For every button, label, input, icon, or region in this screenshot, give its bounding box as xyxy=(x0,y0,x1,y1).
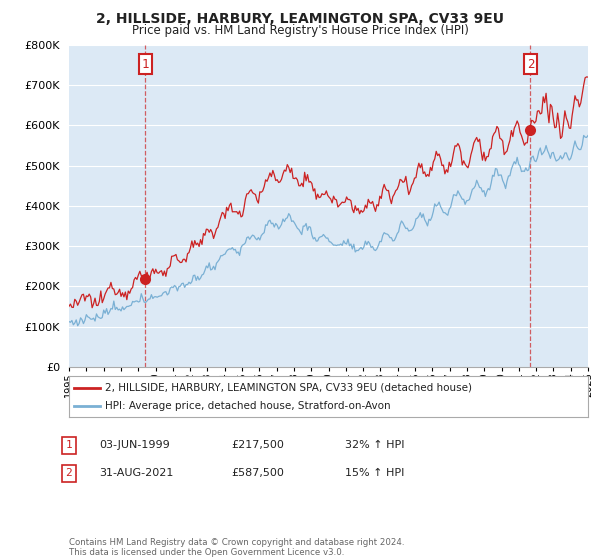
Text: HPI: Average price, detached house, Stratford-on-Avon: HPI: Average price, detached house, Stra… xyxy=(106,401,391,410)
Text: 2, HILLSIDE, HARBURY, LEAMINGTON SPA, CV33 9EU: 2, HILLSIDE, HARBURY, LEAMINGTON SPA, CV… xyxy=(96,12,504,26)
Text: 15% ↑ HPI: 15% ↑ HPI xyxy=(345,468,404,478)
Text: 1: 1 xyxy=(65,440,73,450)
Text: 2, HILLSIDE, HARBURY, LEAMINGTON SPA, CV33 9EU (detached house): 2, HILLSIDE, HARBURY, LEAMINGTON SPA, CV… xyxy=(106,383,472,393)
Text: 03-JUN-1999: 03-JUN-1999 xyxy=(99,440,170,450)
Text: £587,500: £587,500 xyxy=(231,468,284,478)
Text: £217,500: £217,500 xyxy=(231,440,284,450)
Text: Price paid vs. HM Land Registry's House Price Index (HPI): Price paid vs. HM Land Registry's House … xyxy=(131,24,469,36)
Text: 2: 2 xyxy=(527,58,534,71)
Text: 2: 2 xyxy=(65,468,73,478)
Text: 32% ↑ HPI: 32% ↑ HPI xyxy=(345,440,404,450)
Text: 31-AUG-2021: 31-AUG-2021 xyxy=(99,468,173,478)
Text: Contains HM Land Registry data © Crown copyright and database right 2024.
This d: Contains HM Land Registry data © Crown c… xyxy=(69,538,404,557)
Text: 1: 1 xyxy=(142,58,149,71)
